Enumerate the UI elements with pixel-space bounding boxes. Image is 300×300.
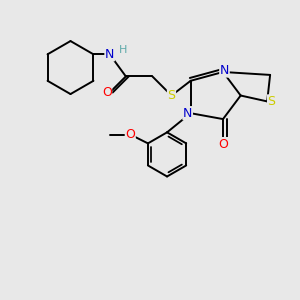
Text: O: O [218, 138, 228, 151]
Text: N: N [183, 107, 192, 120]
Text: N: N [105, 48, 114, 61]
Text: S: S [167, 89, 175, 102]
Text: N: N [220, 64, 229, 77]
Text: H: H [119, 45, 127, 55]
Text: O: O [125, 128, 135, 141]
Text: O: O [102, 86, 112, 99]
Text: S: S [268, 95, 276, 108]
